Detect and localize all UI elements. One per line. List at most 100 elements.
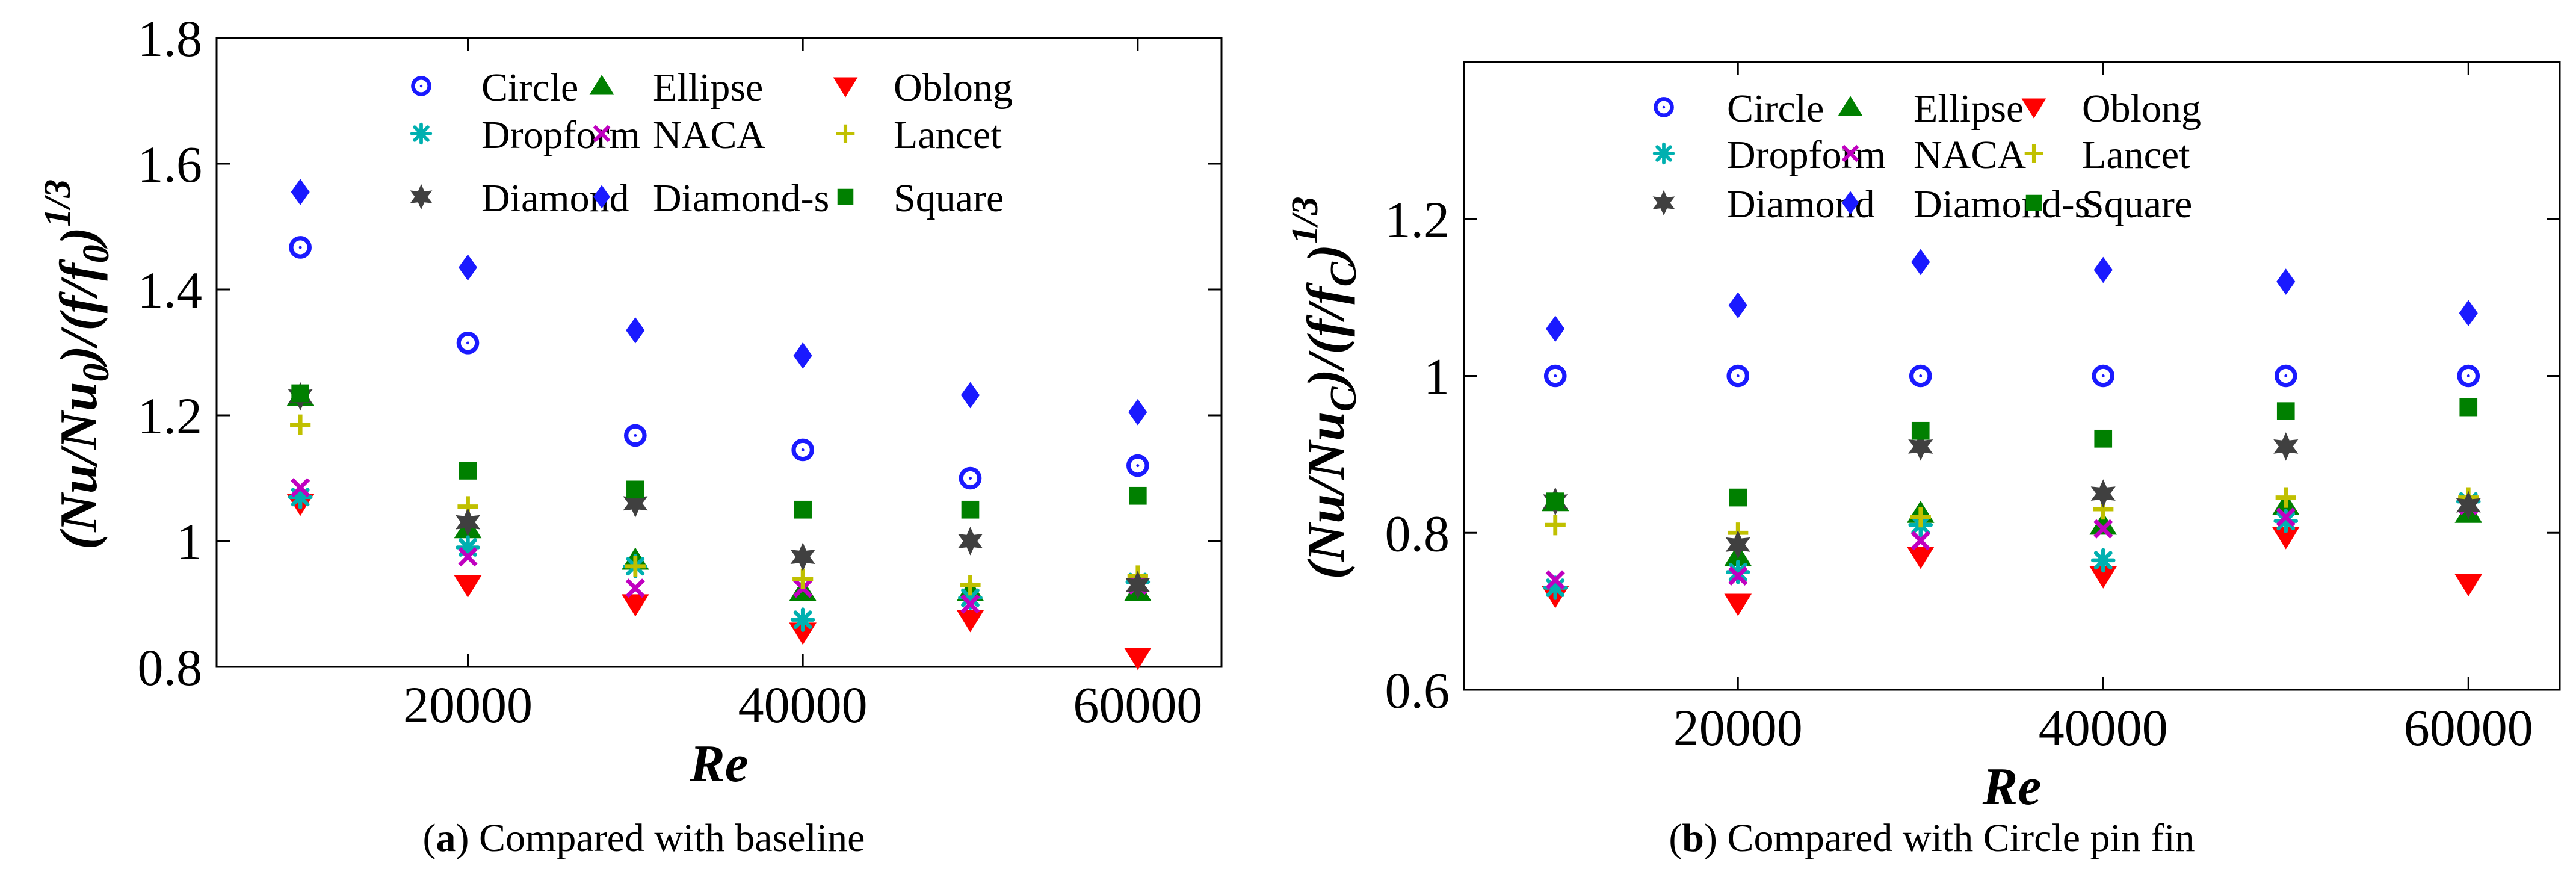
panel-a-chart: 20000 40000 60000 0.8 1 1.2 1.4 1.6 1.8 Re (Nu/Nu0… [37, 10, 1223, 793]
panel-a-legend-marker-diamond-s [593, 185, 610, 209]
panel-b-legend-marker-diamond [1652, 190, 1675, 216]
panel-a-point-square [459, 462, 477, 480]
panel-b-point-ellipse [2089, 512, 2117, 535]
panel-a-point-dropform [958, 585, 983, 610]
panel-a-legend-marker-circle-dot [419, 84, 423, 88]
panel-a-point-circle-dot [634, 433, 637, 437]
caption-a-letter: a [436, 816, 456, 860]
panel-a-point-dropform [790, 607, 815, 632]
panel-b-point-lancet [1910, 507, 1931, 528]
panel-a-point-diamond-s [626, 317, 645, 344]
panel-a-point-diamond-s [793, 342, 812, 369]
panel-a-point-diamond [957, 527, 983, 556]
panel-b-ytick-label: 0.8 [1385, 504, 1450, 562]
panel-a-xtick-label: 60000 [1073, 676, 1202, 734]
panel-b-point-square [2276, 402, 2295, 420]
panel-b-point-circle [2092, 364, 2115, 388]
panel-a-point-circle [791, 438, 814, 462]
panel-b-point-diamond-s [2459, 300, 2478, 327]
panel-b-y-axis-label: (Nu/NuC)/(f/fC)1/3 [1285, 196, 1364, 579]
panel-b-point-diamond-s [1911, 249, 1930, 276]
panel-a-point-circle [959, 466, 982, 490]
panel-a-point-square [961, 500, 980, 519]
panel-a-legend-marker-circle [411, 76, 431, 96]
panel-a-point-square [291, 384, 309, 403]
panel-a-point-lancet [792, 568, 814, 589]
panel-b-legend: Circle Ellipse Oblong Dropform NACA Lancet Dia… [1652, 87, 2201, 226]
panel-b-legend-marker-diamond-s [1842, 191, 1859, 215]
panel-b-legend-label-diamond-s: Diamond-s [1913, 182, 2090, 226]
panel-b-legend-label-naca: NACA [1913, 133, 2026, 177]
panel-b-point-lancet [2275, 487, 2296, 508]
panel-b-point-diamond-s [1546, 315, 1565, 342]
panel-b-point-oblong [1906, 547, 1935, 569]
panel-a-series-lancet [290, 414, 1148, 596]
panel-a-legend-label-square: Square [894, 176, 1004, 220]
panel-a-legend-marker-square [837, 188, 854, 205]
panel-a-series-ellipse [286, 383, 1152, 601]
panel-b-ytick-label: 1.2 [1385, 191, 1450, 249]
panel-b-point-oblong [2089, 566, 2117, 589]
panel-b-legend-label-square: Square [2082, 182, 2192, 226]
caption-a: (a) Compared with baseline [422, 816, 865, 860]
panel-a-point-diamond-s [458, 254, 478, 281]
panel-b-legend-label-ellipse: Ellipse [1913, 87, 2024, 131]
panel-b-point-diamond-s [1728, 292, 1747, 319]
panel-a-legend-label-diamond-s: Diamond-s [653, 176, 829, 220]
panel-a-ytick-label: 1.2 [138, 387, 203, 445]
panel-b-series-naca [1545, 495, 2479, 590]
panel-a-legend-marker-naca [593, 125, 611, 143]
panel-b-point-square [1546, 492, 1564, 510]
panel-a-point-diamond [1125, 571, 1151, 599]
panel-b-legend-marker-circle [1654, 97, 1674, 117]
panel-b-legend-label-lancet: Lancet [2082, 133, 2190, 177]
caption-b-text: Compared with Circle pin fin [1727, 816, 2195, 860]
panel-b-point-circle [2457, 364, 2480, 388]
panel-a-point-naca [960, 594, 980, 614]
panel-a-point-lancet [960, 575, 981, 596]
panel-b-point-naca [1728, 566, 1748, 586]
panel-a-point-square [1129, 486, 1147, 505]
panel-b-series-ellipse [1541, 489, 2483, 566]
panel-a-legend-marker-ellipse [589, 75, 614, 95]
panel-b-xtick-label: 20000 [1673, 699, 1803, 757]
panel-b-legend-marker-naca [1841, 144, 1859, 163]
panel-a-series-square [291, 384, 1147, 519]
panel-b-point-circle-dot [2284, 374, 2288, 377]
panel-b-legend-label-circle: Circle [1727, 87, 1824, 131]
panel-b-point-naca [2093, 519, 2113, 539]
panel-b-legend-marker-dropform [1652, 142, 1675, 165]
panel-a-point-diamond-s [291, 179, 310, 205]
panel-a-legend-label-ellipse: Ellipse [653, 66, 763, 110]
panel-b-legend-marker-circle-dot [1662, 105, 1666, 109]
panel-a-axes-box [215, 37, 1223, 668]
panel-a-ytick-label: 0.8 [138, 639, 203, 696]
panel-a-legend-label-oblong: Oblong [894, 66, 1013, 110]
panel-b-point-oblong [2272, 527, 2300, 550]
panel-b-point-oblong [1724, 593, 1752, 616]
panel-a-point-naca [291, 478, 310, 498]
panel-a-ytick-label: 1 [176, 513, 202, 571]
panel-a-series-dropform [288, 485, 1151, 632]
panel-a-point-circle [456, 332, 480, 355]
panel-b-point-circle [1543, 364, 1567, 388]
panel-b-point-circle-dot [2101, 374, 2105, 377]
panel-a-point-oblong [622, 594, 649, 617]
panel-a-point-diamond [455, 507, 481, 537]
panel-a-point-square [794, 500, 812, 519]
panel-b-chart: 20000 40000 60000 0.6 0.8 1 1.2 Re (Nu/NuC)/(f/f… [1285, 61, 2561, 816]
panel-a-point-dropform [288, 485, 313, 510]
caption-b: (b) Compared with Circle pin fin [1669, 816, 2195, 860]
panel-b-series-circle [1543, 364, 2480, 388]
panel-b-point-circle-dot [2466, 374, 2470, 377]
panel-a-point-oblong [956, 610, 984, 633]
panel-a-point-diamond [623, 489, 648, 518]
panel-b-point-dropform [2090, 548, 2116, 573]
panel-b-point-diamond [1725, 530, 1750, 559]
panel-a-legend-label-lancet: Lancet [894, 113, 1002, 157]
panel-b-point-circle [1726, 364, 1750, 388]
panel-b-point-diamond-s [2093, 256, 2113, 283]
panel-a-series-circle [289, 236, 1149, 490]
panel-a-series-oblong [286, 494, 1152, 671]
panel-a-point-diamond-s [1128, 398, 1147, 426]
